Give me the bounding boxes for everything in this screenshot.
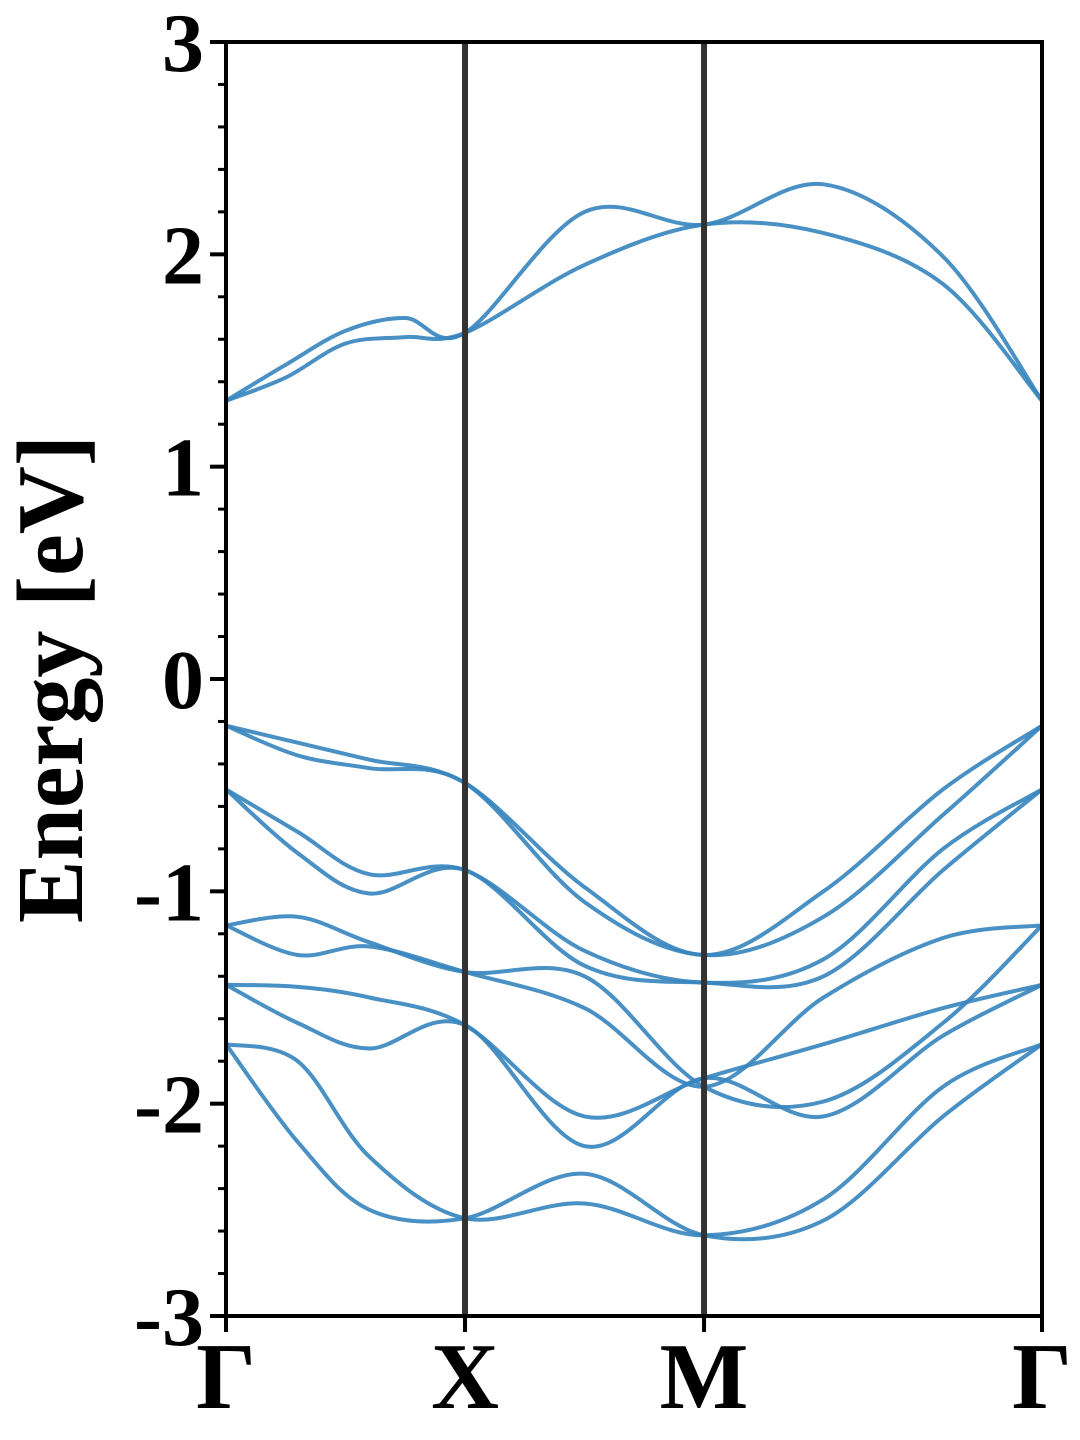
y-tick-label: -2 <box>134 1059 204 1152</box>
x-tick-label: Γ <box>1012 1325 1072 1429</box>
band-line-12 <box>224 1042 1044 1242</box>
band-line-3 <box>225 723 1044 958</box>
band-line-8 <box>225 923 1043 1089</box>
band-line-11 <box>225 1042 1043 1238</box>
band-line-9 <box>225 982 1043 1120</box>
y-axis-label: Energy [eV] <box>0 435 103 923</box>
band-series-layer <box>224 181 1044 1242</box>
y-tick-label: -3 <box>134 1271 204 1364</box>
y-tick-label: 3 <box>162 0 204 90</box>
y-tick-label: -1 <box>134 846 204 939</box>
x-tick-label: Γ <box>196 1325 256 1429</box>
band-line-10 <box>225 983 1043 1149</box>
high-symmetry-lines <box>462 42 708 1316</box>
band-line-7 <box>225 914 1044 1110</box>
y-tick-label: 1 <box>162 422 204 515</box>
band-line-5 <box>224 787 1044 985</box>
x-tick-label: X <box>431 1325 499 1429</box>
band-line-6 <box>224 787 1044 990</box>
band-line-1 <box>224 181 1044 403</box>
band-line-2 <box>225 220 1044 403</box>
x-tick-label: M <box>660 1325 749 1429</box>
band-line-4 <box>225 723 1044 958</box>
y-tick-label: 2 <box>162 209 204 302</box>
y-tick-label: 0 <box>162 634 204 727</box>
y-axis-ticks: 3 2 1 0 -1 -2 -3 <box>134 0 226 1364</box>
